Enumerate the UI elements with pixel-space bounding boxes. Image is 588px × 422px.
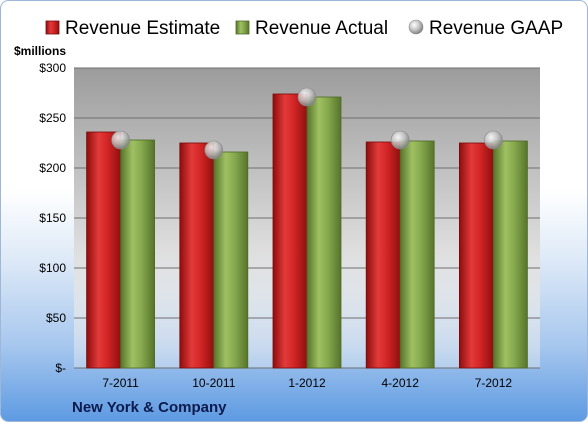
y-tick-label: $100: [39, 261, 66, 275]
estimate-bar: [458, 142, 494, 369]
legend-label: Revenue Estimate: [65, 18, 220, 39]
x-tick-label: 10-2011: [192, 376, 235, 390]
legend-swatch: [45, 20, 60, 35]
legend-swatch: [408, 19, 424, 35]
estimate-bar: [272, 93, 308, 369]
company-name: New York & Company: [72, 399, 227, 416]
legend-swatch: [235, 20, 250, 35]
gaap-marker: [390, 130, 410, 150]
gaap-marker: [204, 140, 224, 160]
y-tick-label: $-: [55, 361, 66, 375]
legend: Revenue Estimate Revenue Actual Revenue GA…: [45, 18, 563, 39]
x-tick-label: 4-2012: [382, 376, 420, 390]
y-tick-label: $200: [39, 161, 66, 175]
gaap-markers: [111, 87, 503, 160]
bars: [86, 93, 528, 369]
y-axis-ticks: $- $50 $100 $150 $200 $250 $300: [39, 61, 66, 375]
actual-bar: [213, 151, 249, 369]
x-tick-label: 7-2011: [102, 376, 139, 390]
legend-label: Revenue Actual: [255, 18, 388, 39]
y-tick-label: $250: [39, 111, 66, 125]
x-axis-ticks: 7-2011 10-2011 1-2012 4-2012 7-2012: [102, 376, 512, 390]
actual-bar: [399, 140, 435, 369]
gaap-marker: [484, 130, 503, 150]
y-axis-units-label: $millions: [14, 44, 66, 58]
y-tick-label: $150: [39, 211, 66, 225]
gaap-marker: [297, 87, 317, 107]
y-tick-label: $50: [46, 311, 66, 325]
estimate-bar: [86, 131, 121, 369]
y-tick-label: $300: [39, 61, 66, 75]
actual-bar: [120, 139, 155, 369]
x-tick-label: 1-2012: [288, 376, 326, 390]
actual-bar: [492, 140, 528, 369]
gaap-marker: [111, 130, 130, 150]
x-tick-label: 7-2012: [475, 376, 513, 390]
estimate-bar: [365, 141, 401, 369]
legend-label: Revenue GAAP: [429, 18, 563, 39]
actual-bar: [306, 96, 342, 369]
estimate-bar: [179, 142, 215, 369]
